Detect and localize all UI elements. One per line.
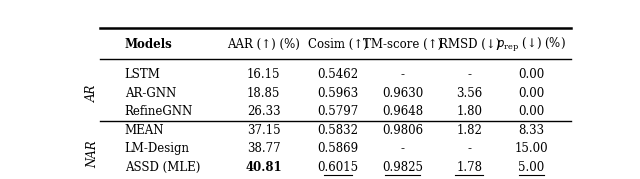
Text: RMSD (↓): RMSD (↓)	[438, 38, 500, 51]
Text: 1.78: 1.78	[456, 161, 483, 174]
Text: -: -	[401, 142, 404, 156]
Text: NAR: NAR	[86, 141, 99, 168]
Text: RefineGNN: RefineGNN	[125, 105, 193, 118]
Text: Cosim (↑): Cosim (↑)	[308, 38, 368, 51]
Text: 3.56: 3.56	[456, 87, 483, 100]
Text: -: -	[401, 68, 404, 81]
Text: 0.6015: 0.6015	[317, 161, 358, 174]
Text: 38.77: 38.77	[246, 142, 280, 156]
Text: 0.5462: 0.5462	[317, 68, 358, 81]
Text: AR-GNN: AR-GNN	[125, 87, 176, 100]
Text: ASSD (MLE): ASSD (MLE)	[125, 161, 200, 174]
Text: LSTM: LSTM	[125, 68, 161, 81]
Text: 8.33: 8.33	[518, 124, 545, 137]
Text: 37.15: 37.15	[246, 124, 280, 137]
Text: 0.5869: 0.5869	[317, 142, 358, 156]
Text: TM-score (↑): TM-score (↑)	[363, 38, 442, 51]
Text: 16.15: 16.15	[247, 68, 280, 81]
Text: 1.80: 1.80	[456, 105, 483, 118]
Text: 0.5797: 0.5797	[317, 105, 358, 118]
Text: LM-Design: LM-Design	[125, 142, 189, 156]
Text: -: -	[467, 68, 471, 81]
Text: 0.9648: 0.9648	[382, 105, 423, 118]
Text: 15.00: 15.00	[515, 142, 548, 156]
Text: Models: Models	[125, 38, 172, 51]
Text: 0.00: 0.00	[518, 87, 545, 100]
Text: 0.9630: 0.9630	[382, 87, 423, 100]
Text: 26.33: 26.33	[246, 105, 280, 118]
Text: 0.5963: 0.5963	[317, 87, 358, 100]
Text: MEAN: MEAN	[125, 124, 164, 137]
Text: AAR (↑) (%): AAR (↑) (%)	[227, 38, 300, 51]
Text: 0.9825: 0.9825	[382, 161, 423, 174]
Text: 40.81: 40.81	[245, 161, 282, 174]
Text: 0.5832: 0.5832	[317, 124, 358, 137]
Text: 0.00: 0.00	[518, 68, 545, 81]
Text: 5.00: 5.00	[518, 161, 545, 174]
Text: 0.00: 0.00	[518, 105, 545, 118]
Text: AR: AR	[86, 84, 99, 102]
Text: -: -	[467, 142, 471, 156]
Text: 1.82: 1.82	[456, 124, 483, 137]
Text: 18.85: 18.85	[247, 87, 280, 100]
Text: $p_\mathregular{rep}$ (↓) (%): $p_\mathregular{rep}$ (↓) (%)	[497, 36, 566, 54]
Text: 0.9806: 0.9806	[382, 124, 423, 137]
